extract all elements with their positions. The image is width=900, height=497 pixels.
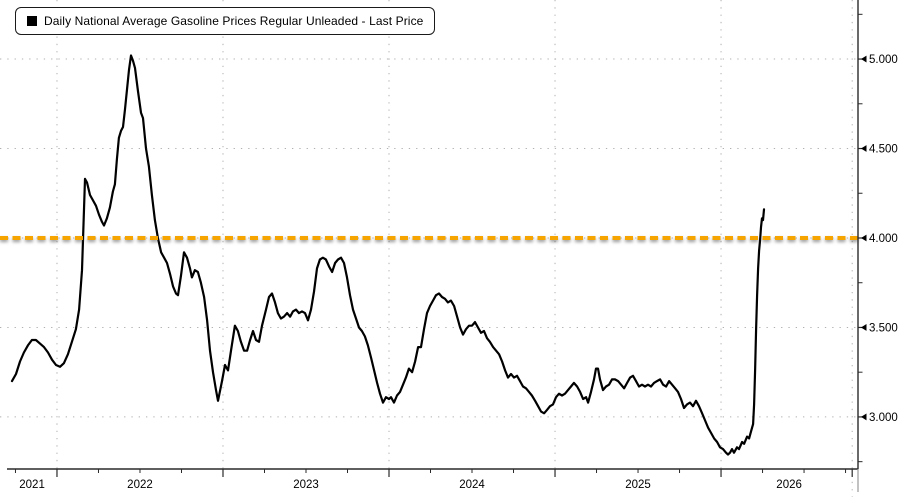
x-tick-label: 2023 <box>293 479 319 491</box>
y-tick-arrow-icon <box>861 55 867 63</box>
price-line-series <box>10 54 766 456</box>
y-tick-arrow-icon <box>861 145 867 152</box>
x-tick-label: 2021 <box>19 479 45 491</box>
legend-box[interactable]: Daily National Average Gasoline Prices R… <box>15 7 436 35</box>
x-tick-label: 2025 <box>625 479 651 491</box>
y-tick-label: 5.000 <box>869 54 898 66</box>
x-tick-label: 2026 <box>776 479 802 491</box>
y-tick-arrow-icon <box>861 234 867 242</box>
x-tick-label: 2022 <box>127 479 153 491</box>
x-tick-label: 2024 <box>459 479 485 491</box>
y-tick-label: 4.500 <box>869 144 898 156</box>
y-tick-arrow-icon <box>861 324 867 331</box>
series-swatch-icon <box>27 16 37 26</box>
y-tick-arrow-icon <box>861 413 867 421</box>
legend-label: Daily National Average Gasoline Prices R… <box>44 14 424 28</box>
y-tick-label: 3.000 <box>869 412 898 424</box>
y-tick-label: 3.500 <box>869 322 898 334</box>
y-tick-label: 4.000 <box>869 233 898 245</box>
